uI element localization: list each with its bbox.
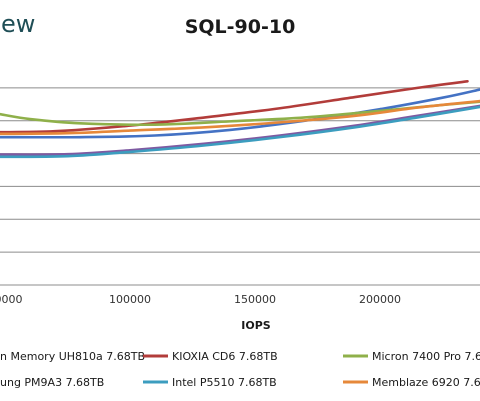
series-line-n-memory-uh810a-7-68tb	[0, 88, 480, 139]
x-tick-label: 200000	[359, 293, 401, 306]
legend-label-micron-7400-pro-7-68tb: Micron 7400 Pro 7.68TB	[372, 350, 480, 363]
series-line-ung-pm9a3-7-68tb	[0, 104, 480, 156]
series-lines	[0, 79, 480, 159]
legend-label-ung-pm9a3-7-68tb: ung PM9A3 7.68TB	[0, 376, 104, 389]
legend-label-intel-p5510-7-68tb: Intel P5510 7.68TB	[172, 376, 277, 389]
chart-title: SQL-90-10	[185, 16, 296, 38]
x-tick-label: 00000	[0, 293, 23, 306]
legend-label-n-memory-uh810a-7-68tb: n Memory UH810a 7.68TB	[0, 350, 145, 363]
x-axis-ticks: 00000 100000 150000 200000	[0, 293, 401, 306]
x-tick-label: 150000	[234, 293, 276, 306]
brand-logo-fragment: ew	[1, 10, 35, 38]
series-line-kioxia-cd6-7-68tb	[0, 79, 469, 134]
legend-label-memblaze-6920-7-68tb: Memblaze 6920 7.68TB	[372, 376, 480, 389]
series-line-intel-p5510-7-68tb	[0, 105, 480, 159]
legend-label-kioxia-cd6-7-68tb: KIOXIA CD6 7.68TB	[172, 350, 278, 363]
x-tick-label: 100000	[109, 293, 151, 306]
legend: n Memory UH810a 7.68TB KIOXIA CD6 7.68TB M…	[0, 350, 480, 389]
x-axis-title: IOPS	[241, 319, 271, 332]
series-line-memblaze-6920-7-68tb	[0, 99, 480, 136]
